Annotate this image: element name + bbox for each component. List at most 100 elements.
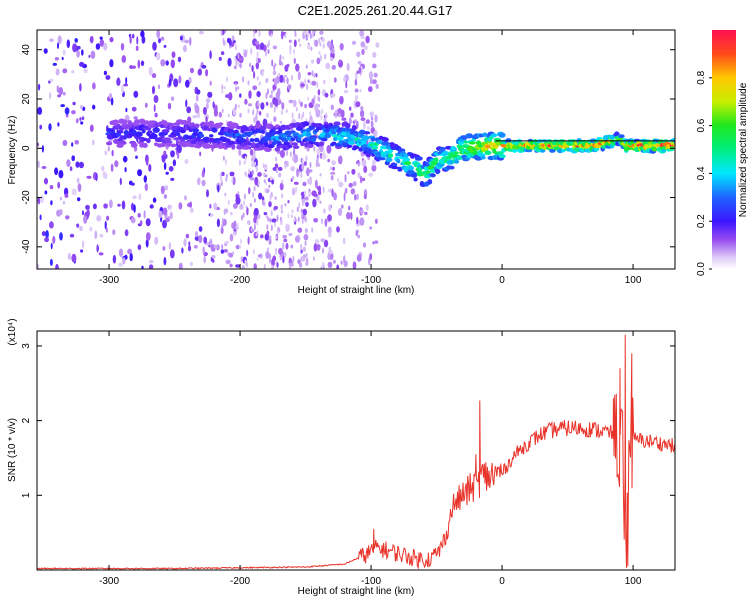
spectrogram-cell xyxy=(358,66,362,74)
spectrogram-cell xyxy=(92,82,96,90)
spectrogram-cell xyxy=(269,193,272,201)
spectrogram-cell xyxy=(62,68,68,74)
spectrogram-cell xyxy=(346,212,351,220)
spectrogram-cell xyxy=(359,109,365,118)
spectrogram-cell xyxy=(329,252,334,260)
spectrogram-cell xyxy=(77,183,82,192)
spectrogram-cell xyxy=(203,236,207,244)
spectrogram-cell xyxy=(322,149,325,156)
spectrogram-cell xyxy=(374,240,379,244)
spectrogram-cell xyxy=(307,32,310,38)
spectrogram-cell xyxy=(350,212,353,220)
spectrogram-cell xyxy=(368,172,374,177)
spectrogram-cell xyxy=(301,212,304,218)
spectrogram-cell xyxy=(265,92,268,100)
spectrogram-cell xyxy=(82,210,84,216)
spectrogram-cell xyxy=(300,243,303,251)
spectrogram-cell xyxy=(119,177,122,186)
spectrogram-cell xyxy=(222,155,225,161)
spectrogram-cell xyxy=(343,255,346,264)
spectrogram-cell xyxy=(255,61,259,70)
spectrogram-cell xyxy=(77,197,81,202)
spectrogram-cell xyxy=(199,134,205,138)
spectrogram-cell xyxy=(230,211,233,216)
spectrogram-cell xyxy=(295,107,298,112)
spectrogram-cell xyxy=(37,142,40,147)
spectrogram-cell xyxy=(280,110,283,115)
spectrogram-cell xyxy=(369,253,373,261)
spectrogram-cell xyxy=(328,204,332,212)
spectrogram-cell xyxy=(319,173,322,177)
spectrogram-cell xyxy=(160,135,165,139)
spectrogram-cell xyxy=(269,102,274,108)
spectrogram-cell xyxy=(154,112,158,118)
spectrogram-cell xyxy=(365,119,370,124)
spectrogram-cell xyxy=(251,161,254,168)
spectrogram-cell xyxy=(362,144,369,148)
spectrogram-cell xyxy=(56,209,62,217)
x-tick-label: -300 xyxy=(99,275,119,286)
spectrogram-cell xyxy=(269,176,272,181)
spectrogram-cell xyxy=(186,106,192,114)
spectrogram-cell xyxy=(323,208,326,214)
spectrogram-cell xyxy=(243,200,246,206)
spectrogram-cell xyxy=(316,195,319,201)
spectrogram-cell xyxy=(289,266,291,269)
spectrogram-cell xyxy=(107,146,110,152)
spectrogram-cell xyxy=(64,107,70,115)
spectrogram-cell xyxy=(302,181,307,187)
spectrogram-cell xyxy=(313,243,318,252)
spectrogram-cell xyxy=(266,247,269,252)
spectrogram-cell xyxy=(491,133,498,138)
spectrogram-cell xyxy=(361,135,370,141)
spectrogram-cell xyxy=(62,91,66,96)
spectrogram-cell xyxy=(266,215,269,219)
spectrogram-cell xyxy=(364,211,368,216)
spectrogram-cell xyxy=(147,130,153,134)
spectrogram-cell xyxy=(260,42,265,50)
spectrogram-cell xyxy=(286,160,289,168)
spectrogram-cell xyxy=(133,90,139,98)
spectrogram-cell xyxy=(61,56,64,61)
spectrogram-cell xyxy=(253,207,259,216)
spectrogram-cell xyxy=(289,151,292,158)
spectrogram-cell xyxy=(239,93,242,98)
spectrogram-cell xyxy=(498,154,506,159)
spectrogram-cell xyxy=(372,63,377,69)
spectrogram-cell xyxy=(105,227,108,233)
spectrogram-cell xyxy=(151,134,158,140)
spectrogram-cell xyxy=(145,238,149,248)
spectrogram-cell xyxy=(354,119,357,123)
spectrogram-cell xyxy=(65,215,70,220)
spectrogram-cell xyxy=(79,83,82,92)
spectrogram-cell xyxy=(80,104,83,110)
spectrogram-cell xyxy=(137,59,141,69)
spectrogram-cell xyxy=(207,91,213,98)
spectrogram-cell xyxy=(313,218,318,223)
spectrogram-cell xyxy=(228,92,233,101)
spectrogram-cell xyxy=(237,191,240,195)
spectrogram-cell xyxy=(344,187,348,194)
spectrogram-cell xyxy=(145,218,151,227)
spectrogram-cell xyxy=(158,38,161,44)
spectrogram-cell xyxy=(327,261,333,268)
spectrogram-cell xyxy=(223,86,226,90)
spectrogram-cell xyxy=(396,158,401,164)
spectrogram-cell xyxy=(326,144,332,154)
spectrogram-cell xyxy=(456,155,463,161)
spectrogram-cell xyxy=(369,226,373,230)
spectrogram-cell xyxy=(229,45,232,49)
spectrogram-cell xyxy=(197,68,202,76)
snr-x-axis: -300 -200 -100 0 100 xyxy=(99,331,642,587)
spectrogram-cell xyxy=(252,32,255,38)
spectrogram-cell xyxy=(287,200,290,204)
spectrogram-cell xyxy=(402,157,410,163)
spectrogram-cell xyxy=(360,106,364,111)
spectrogram-cell xyxy=(156,52,161,61)
spectrogram-cell xyxy=(561,148,566,153)
spectrogram-cell xyxy=(321,153,327,160)
spectrogram-cell xyxy=(211,127,218,133)
spectrogram-cell xyxy=(311,32,314,39)
spectrogram-cell xyxy=(314,239,320,245)
spectrogram-cell xyxy=(89,226,93,232)
